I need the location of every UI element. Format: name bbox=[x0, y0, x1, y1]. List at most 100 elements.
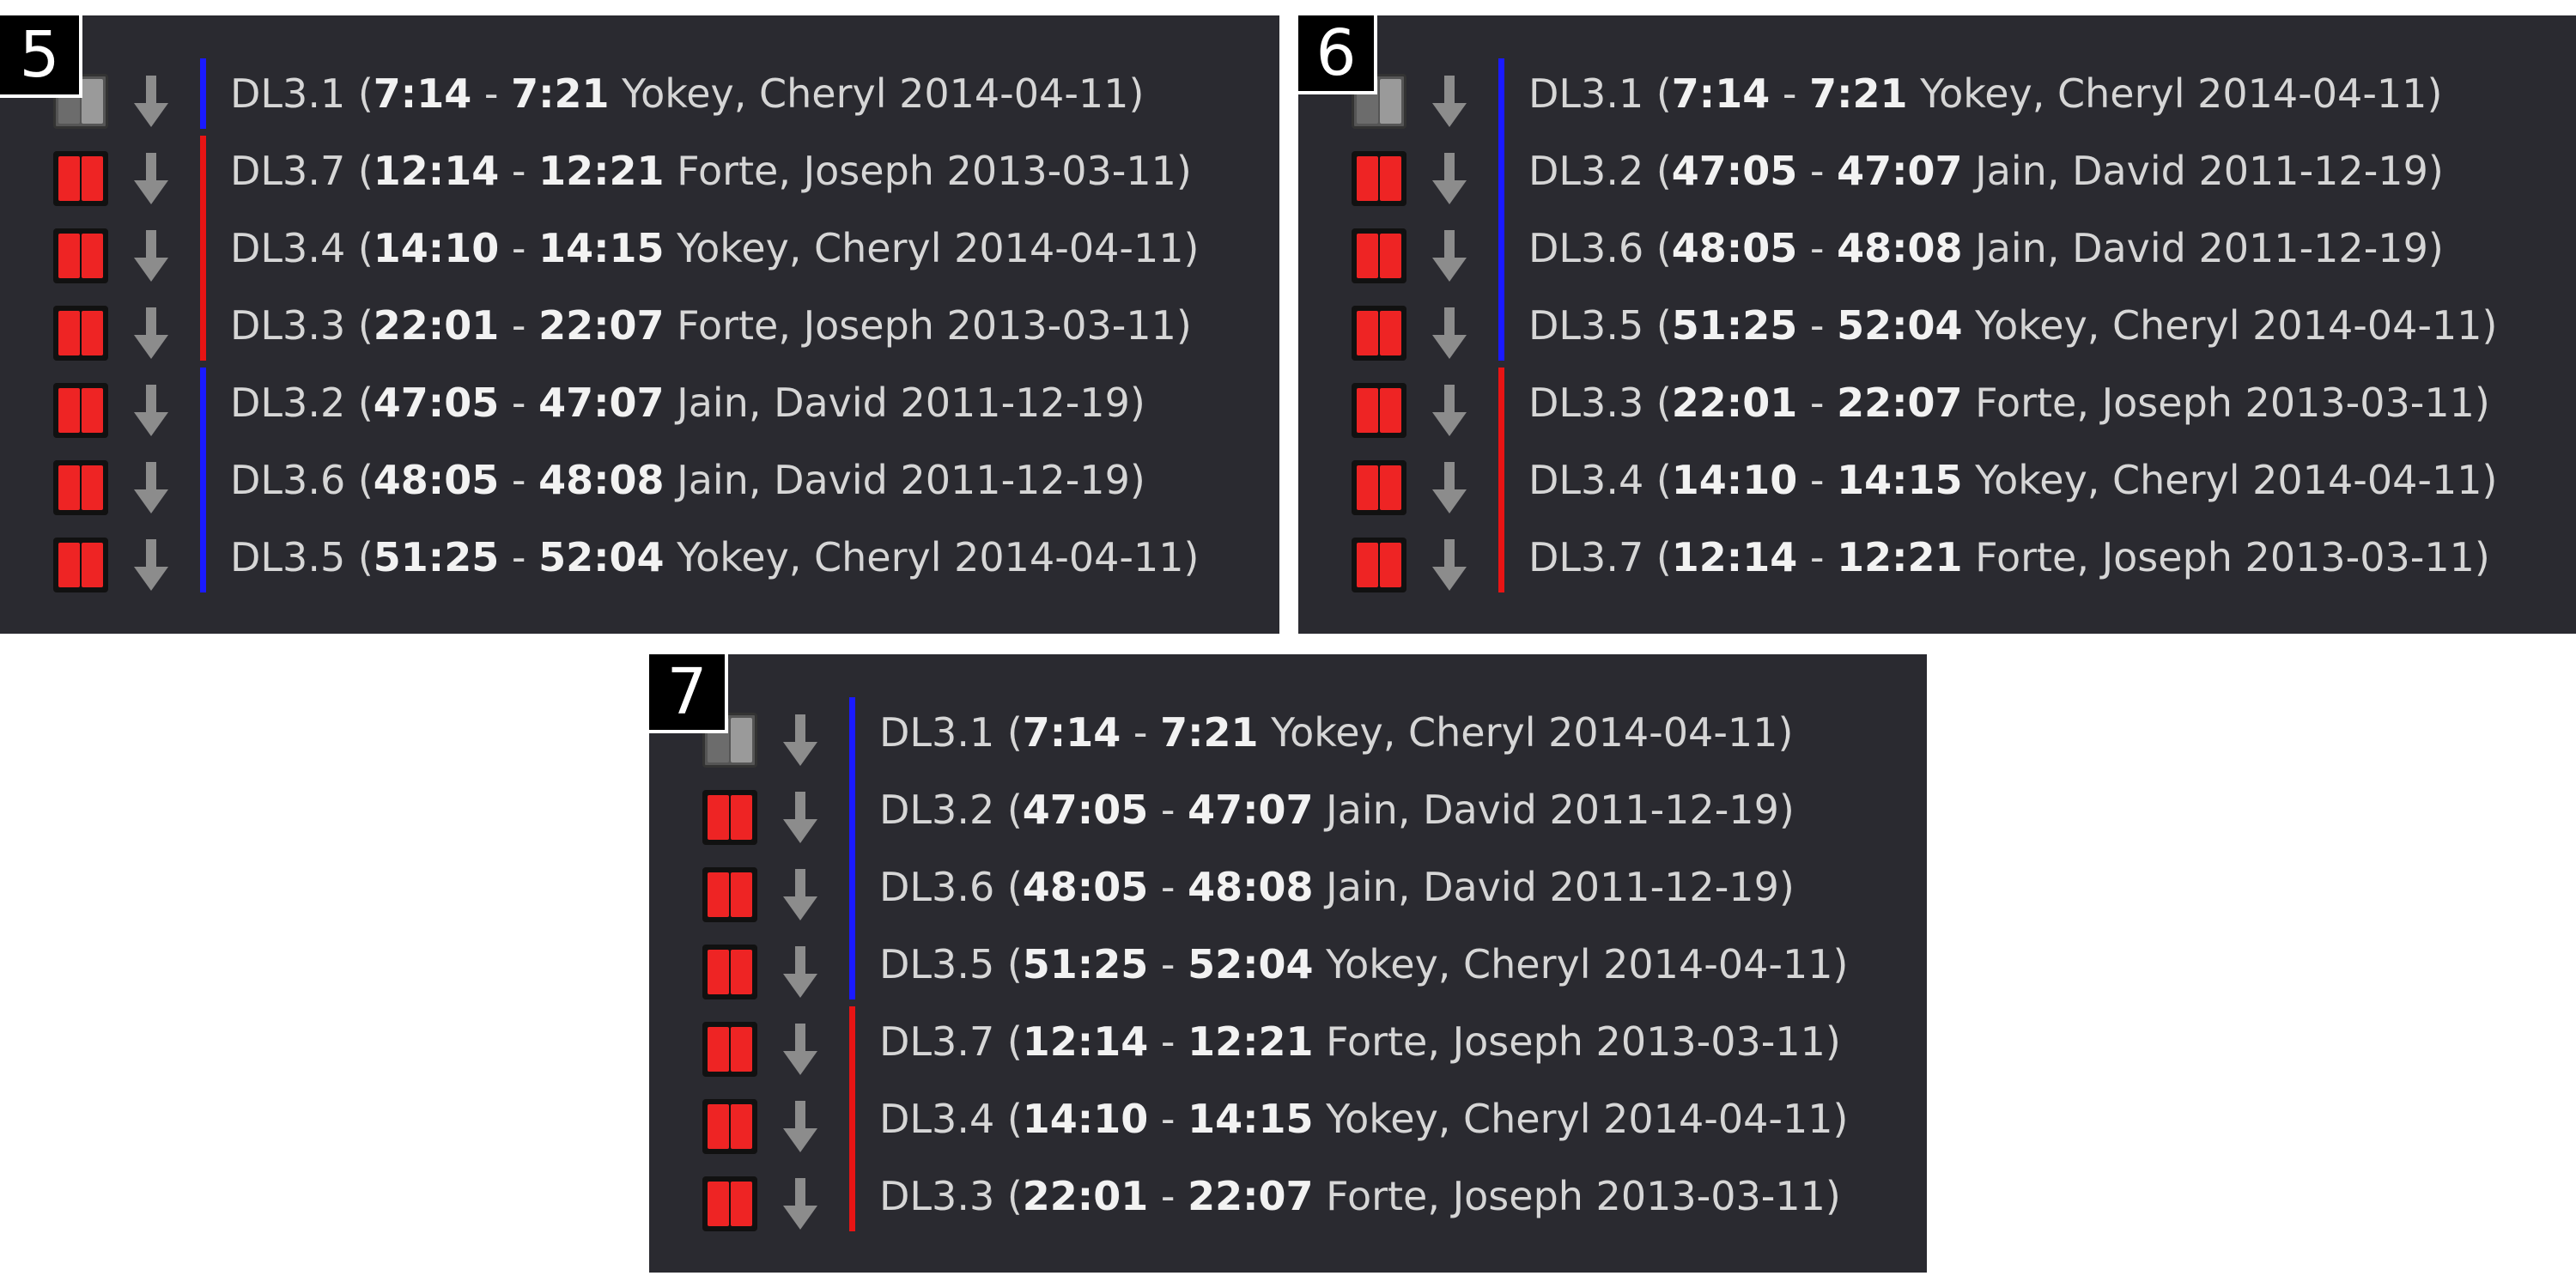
playlist-row[interactable]: DL3.5 (51:25 - 52:04 Yokey, Cheryl 2014-… bbox=[649, 926, 1927, 1003]
down-arrow-icon[interactable] bbox=[1429, 383, 1470, 438]
track-control-icon[interactable] bbox=[702, 790, 757, 845]
track-control-icon[interactable] bbox=[1352, 228, 1406, 283]
playlist-row[interactable]: DL3.4 (14:10 - 14:15 Yokey, Cheryl 2014-… bbox=[0, 210, 1279, 287]
track-control-icon[interactable] bbox=[53, 151, 108, 206]
playlist-row[interactable]: DL3.7 (12:14 - 12:21 Forte, Joseph 2013-… bbox=[1298, 519, 2576, 596]
track-label: DL3.3 (22:01 - 22:07 Forte, Joseph 2013-… bbox=[879, 1157, 1841, 1235]
track-speaker-date: Jain, David 2011-12-19) bbox=[1962, 225, 2444, 271]
track-control-icon[interactable] bbox=[1352, 538, 1406, 592]
down-arrow-icon[interactable] bbox=[1429, 460, 1470, 515]
playlist-row[interactable]: DL3.6 (48:05 - 48:08 Jain, David 2011-12… bbox=[649, 848, 1927, 926]
down-arrow-icon[interactable] bbox=[780, 1022, 821, 1077]
track-speaker-date: Forte, Joseph 2013-03-11) bbox=[664, 302, 1192, 349]
playlist-row[interactable]: DL3.5 (51:25 - 52:04 Yokey, Cheryl 2014-… bbox=[1298, 287, 2576, 364]
track-control-icon[interactable] bbox=[53, 306, 108, 361]
track-control-icon[interactable] bbox=[702, 1022, 757, 1077]
start-time: 51:25 bbox=[1022, 941, 1149, 987]
down-arrow-icon[interactable] bbox=[131, 306, 172, 361]
start-time: 14:10 bbox=[1022, 1096, 1149, 1142]
track-label: DL3.3 (22:01 - 22:07 Forte, Joseph 2013-… bbox=[1528, 364, 2490, 441]
track-id: DL3.7 bbox=[879, 1018, 995, 1065]
paren-open: ( bbox=[1656, 225, 1672, 271]
playlist-rows: DL3.1 (7:14 - 7:21 Yokey, Cheryl 2014-04… bbox=[649, 654, 1927, 1273]
track-control-icon[interactable] bbox=[702, 1176, 757, 1231]
end-time: 12:21 bbox=[1837, 534, 1963, 580]
paren-open: ( bbox=[357, 457, 374, 503]
down-arrow-icon[interactable] bbox=[1429, 228, 1470, 283]
down-arrow-icon[interactable] bbox=[1429, 306, 1470, 361]
track-id: DL3.3 bbox=[230, 302, 346, 349]
down-arrow-icon[interactable] bbox=[131, 228, 172, 283]
down-arrow-icon[interactable] bbox=[780, 867, 821, 922]
playlist-row[interactable]: DL3.2 (47:05 - 47:07 Jain, David 2011-12… bbox=[1298, 132, 2576, 210]
playlist-row[interactable]: DL3.2 (47:05 - 47:07 Jain, David 2011-12… bbox=[0, 364, 1279, 441]
playlist-rows: DL3.1 (7:14 - 7:21 Yokey, Cheryl 2014-04… bbox=[1298, 15, 2576, 634]
playlist-row[interactable]: DL3.3 (22:01 - 22:07 Forte, Joseph 2013-… bbox=[0, 287, 1279, 364]
playlist-row[interactable]: DL3.2 (47:05 - 47:07 Jain, David 2011-12… bbox=[649, 771, 1927, 848]
track-label: DL3.6 (48:05 - 48:08 Jain, David 2011-12… bbox=[1528, 210, 2444, 287]
down-arrow-icon[interactable] bbox=[1429, 151, 1470, 206]
track-label: DL3.7 (12:14 - 12:21 Forte, Joseph 2013-… bbox=[879, 1003, 1841, 1080]
track-id: DL3.7 bbox=[230, 148, 346, 194]
track-control-icon[interactable] bbox=[53, 228, 108, 283]
start-time: 7:14 bbox=[373, 70, 472, 117]
down-arrow-icon[interactable] bbox=[131, 74, 172, 129]
track-id: DL3.3 bbox=[879, 1173, 995, 1219]
playlist-row[interactable]: DL3.6 (48:05 - 48:08 Jain, David 2011-12… bbox=[1298, 210, 2576, 287]
end-time: 52:04 bbox=[1837, 302, 1963, 349]
track-speaker-date: Yokey, Cheryl 2014-04-11) bbox=[664, 225, 1200, 271]
playlist-row[interactable]: DL3.1 (7:14 - 7:21 Yokey, Cheryl 2014-04… bbox=[0, 55, 1279, 132]
track-id: DL3.5 bbox=[879, 941, 995, 987]
end-time: 22:07 bbox=[1188, 1173, 1314, 1219]
track-label: DL3.2 (47:05 - 47:07 Jain, David 2011-12… bbox=[230, 364, 1145, 441]
down-arrow-icon[interactable] bbox=[131, 460, 172, 515]
time-separator: - bbox=[1797, 457, 1838, 503]
group-bar-blue bbox=[849, 697, 855, 999]
track-control-icon[interactable] bbox=[53, 538, 108, 592]
down-arrow-icon[interactable] bbox=[131, 538, 172, 592]
track-control-icon[interactable] bbox=[702, 867, 757, 922]
track-control-icon[interactable] bbox=[1352, 151, 1406, 206]
paren-open: ( bbox=[1006, 1096, 1023, 1142]
time-separator: - bbox=[499, 380, 539, 426]
down-arrow-icon[interactable] bbox=[780, 790, 821, 845]
playlist-row[interactable]: DL3.3 (22:01 - 22:07 Forte, Joseph 2013-… bbox=[649, 1157, 1927, 1235]
group-bar-red bbox=[1498, 368, 1504, 592]
down-arrow-icon[interactable] bbox=[131, 383, 172, 438]
playlist-row[interactable]: DL3.7 (12:14 - 12:21 Forte, Joseph 2013-… bbox=[649, 1003, 1927, 1080]
playlist-row[interactable]: DL3.7 (12:14 - 12:21 Forte, Joseph 2013-… bbox=[0, 132, 1279, 210]
track-control-icon[interactable] bbox=[53, 460, 108, 515]
down-arrow-icon[interactable] bbox=[780, 713, 821, 768]
track-control-icon[interactable] bbox=[702, 945, 757, 999]
end-time: 12:21 bbox=[538, 148, 665, 194]
paren-open: ( bbox=[357, 225, 374, 271]
down-arrow-icon[interactable] bbox=[1429, 74, 1470, 129]
paren-open: ( bbox=[1656, 534, 1672, 580]
down-arrow-icon[interactable] bbox=[780, 945, 821, 999]
down-arrow-icon[interactable] bbox=[131, 151, 172, 206]
playlist-row[interactable]: DL3.1 (7:14 - 7:21 Yokey, Cheryl 2014-04… bbox=[649, 694, 1927, 771]
playlist-row[interactable]: DL3.1 (7:14 - 7:21 Yokey, Cheryl 2014-04… bbox=[1298, 55, 2576, 132]
down-arrow-icon[interactable] bbox=[780, 1099, 821, 1154]
playlist-panel-7: 7 DL3.1 (7:14 - 7:21 Yokey, Cheryl 2014-… bbox=[649, 654, 1927, 1273]
track-control-icon[interactable] bbox=[1352, 383, 1406, 438]
start-time: 48:05 bbox=[1022, 864, 1149, 910]
track-control-icon[interactable] bbox=[53, 383, 108, 438]
track-label: DL3.6 (48:05 - 48:08 Jain, David 2011-12… bbox=[230, 441, 1145, 519]
track-control-icon[interactable] bbox=[1352, 460, 1406, 515]
playlist-row[interactable]: DL3.5 (51:25 - 52:04 Yokey, Cheryl 2014-… bbox=[0, 519, 1279, 596]
paren-open: ( bbox=[357, 70, 374, 117]
down-arrow-icon[interactable] bbox=[780, 1176, 821, 1231]
track-control-icon[interactable] bbox=[702, 1099, 757, 1154]
playlist-row[interactable]: DL3.4 (14:10 - 14:15 Yokey, Cheryl 2014-… bbox=[1298, 441, 2576, 519]
start-time: 48:05 bbox=[373, 457, 500, 503]
start-time: 12:14 bbox=[373, 148, 500, 194]
playlist-row[interactable]: DL3.3 (22:01 - 22:07 Forte, Joseph 2013-… bbox=[1298, 364, 2576, 441]
down-arrow-icon[interactable] bbox=[1429, 538, 1470, 592]
track-control-icon[interactable] bbox=[1352, 306, 1406, 361]
time-separator: - bbox=[1797, 148, 1838, 194]
end-time: 22:07 bbox=[538, 302, 665, 349]
playlist-row[interactable]: DL3.6 (48:05 - 48:08 Jain, David 2011-12… bbox=[0, 441, 1279, 519]
track-speaker-date: Jain, David 2011-12-19) bbox=[664, 380, 1145, 426]
playlist-row[interactable]: DL3.4 (14:10 - 14:15 Yokey, Cheryl 2014-… bbox=[649, 1080, 1927, 1157]
